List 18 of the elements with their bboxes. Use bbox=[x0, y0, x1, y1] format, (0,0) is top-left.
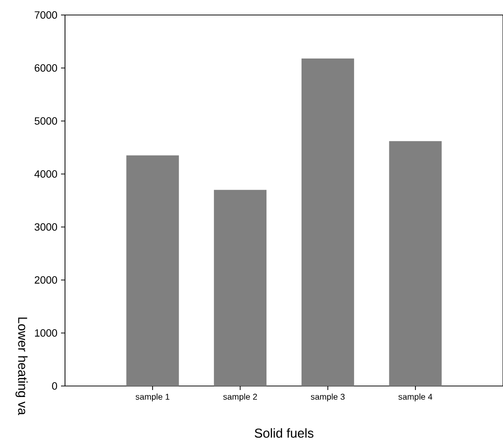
y-tick-label: 0 bbox=[52, 382, 58, 390]
x-tick-label: sample 1 bbox=[136, 394, 170, 402]
bar bbox=[126, 155, 179, 386]
y-tick-label: 5000 bbox=[34, 117, 58, 125]
y-tick-label: 1000 bbox=[35, 329, 58, 337]
y-tick-label: 2000 bbox=[34, 276, 58, 284]
bar bbox=[214, 190, 266, 386]
y-tick-label: 3000 bbox=[34, 223, 58, 231]
y-tick-label: 7000 bbox=[34, 11, 58, 19]
y-axis-title: Lower heating va bbox=[16, 318, 28, 416]
x-tick-label: sample 2 bbox=[223, 394, 257, 402]
bar bbox=[302, 58, 354, 386]
x-tick-label: sample 3 bbox=[310, 394, 345, 402]
y-tick-label: 4000 bbox=[34, 170, 58, 178]
y-tick-label: 6000 bbox=[34, 64, 58, 72]
bar bbox=[389, 141, 442, 386]
x-tick-label: sample 4 bbox=[398, 394, 432, 402]
x-axis-title: Solid fuels bbox=[254, 428, 314, 438]
